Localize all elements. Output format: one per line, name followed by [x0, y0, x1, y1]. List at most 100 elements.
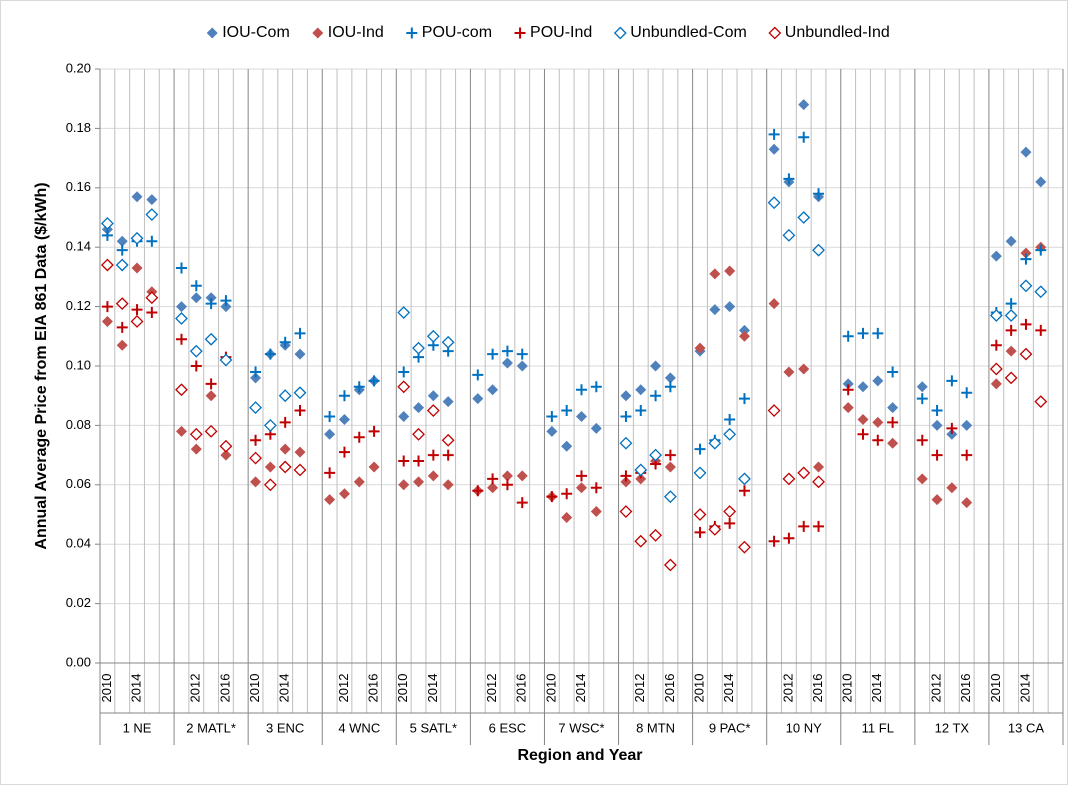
data-point — [368, 425, 380, 437]
data-point — [175, 383, 188, 397]
legend-item: IOU-Ind — [312, 24, 384, 41]
group-label: 7 WSC* — [558, 720, 604, 735]
data-point — [693, 508, 707, 521]
data-point — [353, 476, 365, 488]
data-point — [990, 339, 1002, 351]
data-point — [561, 405, 573, 417]
data-point — [576, 482, 587, 494]
data-point — [635, 405, 647, 417]
x-tick-label: 2014 — [1017, 674, 1032, 703]
data-point — [798, 99, 810, 111]
data-point — [294, 348, 306, 360]
group-label: 8 MTN — [636, 720, 675, 735]
data-point — [649, 528, 662, 542]
x-tick-label: 2014 — [425, 674, 440, 703]
data-point — [189, 344, 203, 358]
data-point — [219, 353, 233, 367]
x-tick-label: 2014 — [573, 674, 588, 703]
data-point — [961, 419, 973, 431]
data-point — [101, 315, 113, 327]
data-point — [516, 360, 528, 372]
data-point — [693, 466, 707, 480]
data-point — [279, 336, 291, 348]
data-point — [709, 304, 721, 316]
data-point — [441, 335, 455, 349]
data-point — [664, 449, 676, 461]
data-point — [783, 366, 795, 378]
x-tick-label: 2014 — [869, 674, 884, 703]
data-point — [663, 558, 677, 572]
x-axis-title: Region and Year — [517, 747, 642, 764]
legend-label: IOU-Ind — [328, 24, 384, 41]
data-point — [398, 366, 410, 378]
legend-label: IOU-Com — [222, 24, 290, 41]
y-tick-label: 0.20 — [66, 60, 91, 75]
data-point — [946, 482, 958, 494]
data-point — [634, 534, 648, 548]
data-point — [487, 473, 499, 485]
data-point — [620, 390, 632, 402]
data-point — [338, 446, 350, 458]
data-point — [398, 479, 410, 491]
data-point — [1020, 253, 1032, 265]
data-point — [723, 505, 737, 518]
x-tick-label: 2016 — [662, 674, 677, 703]
data-point — [190, 292, 202, 304]
x-tick-label: 2010 — [247, 674, 262, 703]
data-point — [250, 366, 262, 378]
data-point — [767, 196, 781, 210]
x-tick-label: 2012 — [484, 674, 499, 703]
data-point — [294, 446, 306, 458]
group-label: 4 WNC — [338, 720, 380, 735]
data-point — [250, 372, 262, 384]
data-point — [220, 301, 232, 313]
data-point — [116, 244, 128, 256]
data-point — [724, 517, 736, 529]
data-point — [263, 418, 277, 432]
data-point — [116, 235, 128, 247]
data-point — [146, 307, 158, 319]
data-point — [620, 476, 632, 488]
data-point — [131, 191, 143, 203]
data-point — [620, 410, 632, 422]
data-point — [1035, 244, 1047, 256]
data-point — [1019, 347, 1033, 361]
data-point — [398, 410, 410, 422]
data-point — [590, 482, 602, 494]
data-point — [813, 188, 825, 200]
data-point — [872, 327, 884, 339]
data-point — [324, 428, 336, 440]
data-point — [961, 449, 973, 461]
data-point — [397, 380, 411, 394]
x-tick-label: 2016 — [514, 674, 529, 703]
x-tick-label: 2016 — [217, 674, 232, 703]
data-point — [887, 366, 899, 378]
data-point — [768, 143, 780, 155]
legend-label: POU-com — [422, 24, 492, 41]
data-point — [412, 427, 425, 441]
data-point — [798, 363, 810, 375]
data-point — [663, 490, 677, 504]
data-point — [1005, 235, 1017, 247]
data-point — [738, 330, 750, 342]
data-point — [664, 372, 676, 384]
data-point — [798, 131, 810, 143]
data-point — [427, 449, 439, 461]
data-point — [190, 280, 202, 292]
data-point — [1019, 279, 1033, 293]
data-point — [783, 532, 795, 544]
data-point — [768, 298, 780, 310]
data-point — [501, 345, 513, 357]
data-point — [220, 449, 232, 461]
data-point — [916, 381, 928, 393]
data-point — [427, 390, 439, 402]
data-point — [887, 437, 899, 449]
data-point — [546, 425, 558, 437]
data-point — [1020, 247, 1032, 259]
data-point — [842, 330, 854, 342]
data-point — [398, 455, 410, 467]
data-point — [590, 381, 602, 393]
data-point — [472, 485, 484, 497]
data-point — [842, 384, 854, 396]
data-point — [1020, 146, 1032, 158]
